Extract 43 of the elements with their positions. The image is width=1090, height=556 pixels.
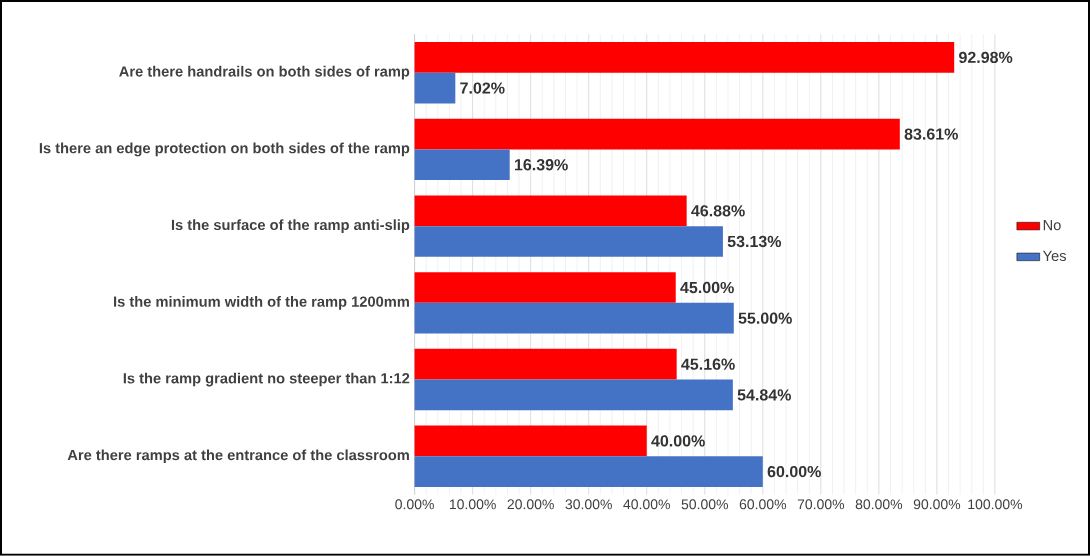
data-label: 7.02% (460, 82, 505, 94)
x-tick-label: 50.00% (681, 499, 728, 510)
bar (414, 303, 734, 334)
bar (414, 118, 900, 150)
legend-label: No (1043, 220, 1061, 231)
x-tick-label: 70.00% (797, 499, 845, 510)
x-tick-label: 30.00% (565, 499, 612, 510)
y-tick-label: Is there an edge protection on both sides of the ramp (39, 142, 410, 157)
data-label: 54.84% (737, 389, 791, 401)
y-tick-label: Is the ramp gradient no steeper than 1:12 (123, 372, 410, 387)
bar (414, 379, 733, 411)
bar (414, 149, 510, 181)
x-tick-label: 100.00% (968, 499, 1023, 510)
x-tick-label: 40.00% (623, 499, 670, 510)
bar (414, 349, 677, 380)
y-tick-label: Is the minimum width of the ramp 1200mm (114, 296, 409, 310)
bar (414, 456, 763, 488)
data-label: 92.98% (959, 51, 1013, 64)
bar (414, 72, 456, 104)
bar (414, 226, 723, 257)
data-label: 40.00% (651, 435, 705, 447)
y-tick-label: Are there handrails on both sides of ramp (119, 66, 410, 80)
data-label: 53.13% (727, 235, 782, 248)
data-label: 83.61% (904, 128, 958, 140)
x-tick-label: 90.00% (913, 499, 961, 510)
legend-label: Yes (1042, 250, 1067, 262)
y-tick-label: Are there ramps at the entrance of the classroom (67, 449, 409, 464)
data-label: 46.88% (691, 205, 745, 217)
bar (414, 42, 955, 73)
x-tick-label: 60.00% (739, 499, 787, 510)
bar (414, 425, 647, 457)
x-tick-label: 20.00% (507, 499, 554, 510)
data-label: 55.00% (738, 312, 792, 325)
bar (414, 195, 687, 227)
y-tick-label: Is the surface of the ramp anti-slip (171, 219, 410, 234)
bar (414, 272, 676, 304)
x-tick-label: 10.00% (449, 499, 496, 510)
data-label: 16.39% (514, 159, 568, 171)
x-tick-label: 0.00% (395, 499, 434, 510)
data-label: 45.16% (681, 358, 735, 371)
x-tick-label: 80.00% (855, 499, 903, 510)
data-label: 60.00% (767, 466, 821, 478)
data-label: 45.00% (680, 282, 734, 294)
